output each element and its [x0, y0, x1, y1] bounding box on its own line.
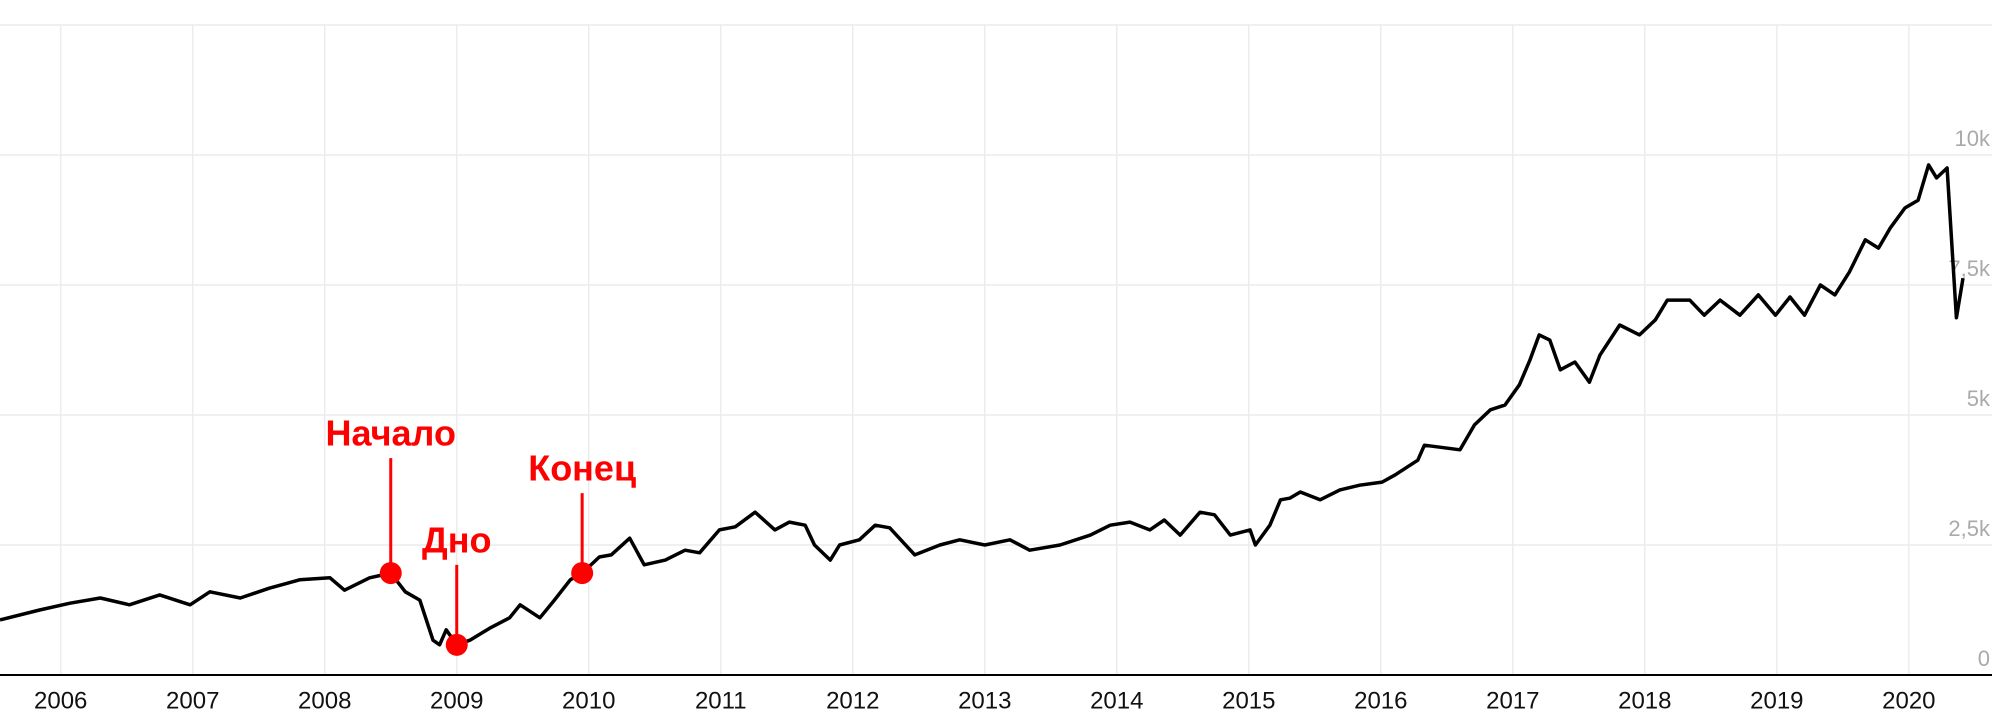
- y-tick-label: 5k: [1967, 386, 1991, 411]
- x-tick-label: 2015: [1222, 687, 1275, 714]
- x-tick-label: 2014: [1090, 687, 1143, 714]
- annotation-label: Дно: [422, 519, 491, 560]
- x-tick-label: 2013: [958, 687, 1011, 714]
- x-tick-label: 2019: [1750, 687, 1803, 714]
- y-tick-label: 0: [1978, 646, 1990, 671]
- annotation-dot: [445, 633, 468, 656]
- x-tick-label: 2012: [826, 687, 879, 714]
- x-tick-label: 2020: [1882, 687, 1935, 714]
- x-tick-label: 2017: [1486, 687, 1539, 714]
- x-tick-label: 2006: [34, 687, 87, 714]
- annotation-label: Начало: [326, 413, 456, 454]
- annotation-dot: [571, 562, 594, 585]
- x-tick-label: 2008: [298, 687, 351, 714]
- line-series: [0, 163, 1965, 647]
- x-tick-label: 2009: [430, 687, 483, 714]
- x-tick-label: 2010: [562, 687, 615, 714]
- x-tick-label: 2018: [1618, 687, 1671, 714]
- y-tick-label: 2,5k: [1948, 516, 1991, 541]
- y-tick-label: 10k: [1955, 126, 1991, 151]
- x-tick-label: 2007: [166, 687, 219, 714]
- annotation-label: Конец: [528, 448, 636, 489]
- x-tick-label: 2016: [1354, 687, 1407, 714]
- x-tick-label: 2011: [695, 687, 747, 714]
- annotation-dot: [379, 562, 402, 585]
